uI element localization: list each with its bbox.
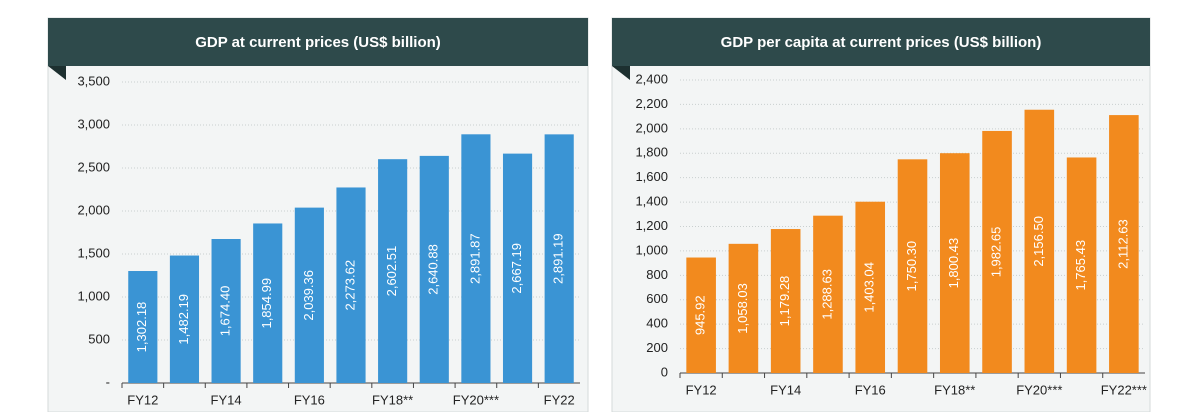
bar	[1109, 115, 1139, 374]
value-label: 2,112.63	[1115, 219, 1130, 269]
bar	[1024, 109, 1055, 373]
bar	[211, 239, 241, 383]
value-label: 1,750.30	[904, 241, 919, 292]
y-tick-label: 500	[88, 331, 110, 346]
bar	[378, 159, 408, 383]
bar	[336, 187, 366, 383]
bar	[419, 155, 449, 383]
y-tick-label: 200	[646, 340, 668, 355]
x-tick-label: FY12	[127, 392, 158, 407]
value-label: 1,854.99	[259, 278, 274, 329]
x-tick-label: FY16	[855, 382, 886, 397]
x-tick-label: FY22***	[1101, 382, 1147, 397]
value-label: 2,039.36	[301, 270, 316, 321]
bar	[686, 257, 716, 373]
y-tick-label: 800	[646, 267, 668, 282]
y-tick-label: 600	[646, 291, 668, 306]
bar	[855, 201, 886, 373]
x-tick-label: FY14	[770, 382, 801, 397]
y-tick-label: 400	[646, 316, 668, 331]
bar	[502, 153, 533, 383]
value-label: 1,674.40	[218, 286, 233, 337]
y-tick-label: 2,000	[635, 120, 668, 135]
value-label: 2,891.19	[551, 233, 566, 284]
x-tick-label: FY14	[211, 392, 242, 407]
value-label: 2,891.87	[467, 233, 482, 284]
y-tick-label: 1,500	[77, 245, 110, 260]
y-tick-label: 1,800	[635, 145, 668, 160]
y-tick-label: 1,000	[635, 242, 668, 257]
x-tick-label: FY18**	[372, 392, 413, 407]
x-tick-label: FY22	[544, 392, 575, 407]
y-tick-label: 1,000	[77, 288, 110, 303]
y-tick-label: 1,400	[635, 194, 668, 209]
x-tick-label: FY20***	[1016, 382, 1062, 397]
bar	[728, 243, 759, 373]
x-tick-label: FY18**	[934, 382, 975, 397]
value-label: 1,800.43	[946, 238, 961, 289]
value-label: 2,273.62	[342, 260, 357, 311]
y-tick-label: 2,500	[77, 159, 110, 174]
bar	[128, 271, 158, 383]
bar	[939, 153, 970, 373]
bar	[461, 134, 491, 383]
header-fold	[612, 66, 630, 80]
y-tick-label: 2,200	[635, 96, 668, 111]
bar	[770, 229, 801, 373]
y-tick-label: 1,600	[635, 169, 668, 184]
bar	[813, 215, 843, 373]
panel-header	[612, 18, 1150, 66]
bar	[169, 255, 200, 383]
value-label: 2,640.88	[426, 244, 441, 295]
value-label: 1,179.28	[777, 276, 792, 327]
bar	[1066, 157, 1097, 373]
value-label: 2,156.50	[1031, 216, 1046, 267]
x-tick-label: FY12	[686, 382, 717, 397]
value-label: 2,602.51	[384, 246, 399, 297]
y-tick-label: 3,000	[77, 116, 110, 131]
panel-header	[48, 18, 588, 66]
value-label: 2,667.19	[509, 243, 524, 294]
bar	[253, 223, 283, 383]
value-label: 1,403.04	[862, 262, 877, 313]
value-label: 1,058.03	[735, 283, 750, 334]
y-tick-label: 0	[661, 364, 668, 379]
y-tick-label: 3,500	[77, 73, 110, 88]
value-label: 1,982.65	[988, 227, 1003, 278]
header-fold	[48, 66, 66, 80]
value-label: 1,288.63	[819, 269, 834, 320]
value-label: 1,765.43	[1073, 240, 1088, 291]
x-tick-label: FY16	[294, 392, 325, 407]
value-label: 1,302.18	[134, 302, 149, 353]
chart-title: GDP at current prices (US$ billion)	[195, 34, 441, 51]
bar	[897, 159, 928, 373]
bar	[544, 134, 574, 383]
value-label: 1,482.19	[176, 294, 191, 345]
y-tick-label: -	[106, 374, 110, 389]
x-tick-label: FY20***	[453, 392, 499, 407]
value-label: 945.92	[693, 295, 708, 335]
y-tick-label: 1,200	[635, 218, 668, 233]
y-tick-label: 2,400	[635, 71, 668, 86]
chart-title: GDP per capita at current prices (US$ bi…	[721, 34, 1042, 51]
y-tick-label: 2,000	[77, 202, 110, 217]
bar	[294, 207, 324, 383]
bar	[982, 130, 1012, 373]
